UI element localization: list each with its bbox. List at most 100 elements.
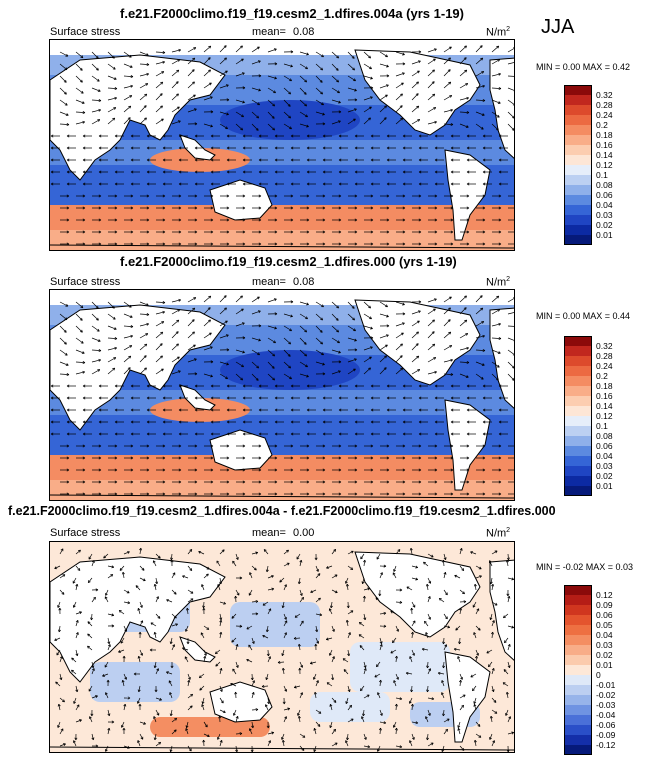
stress-vector-head	[235, 716, 239, 719]
stress-vector-head	[225, 126, 228, 130]
stress-vector-head	[378, 593, 382, 597]
stress-vector-head	[250, 677, 254, 681]
stress-vector-head	[353, 78, 356, 82]
stress-vector-head	[402, 52, 405, 56]
stress-vector-head	[481, 363, 485, 366]
stress-vector-head	[402, 182, 406, 186]
stress-vector-head	[300, 620, 304, 624]
stress-vector-head	[448, 46, 452, 50]
stress-vector-head	[54, 566, 58, 570]
stress-vector-head	[178, 432, 182, 436]
stress-vector-head	[482, 396, 486, 400]
stress-vector-head	[290, 444, 294, 448]
stress-vector-head	[338, 230, 342, 234]
stress-vector	[187, 81, 195, 89]
stress-vector-head	[322, 206, 326, 210]
stress-vector	[379, 612, 386, 615]
stress-vector-head	[64, 317, 68, 321]
stress-vector-head	[442, 665, 446, 669]
stress-vector	[231, 613, 237, 619]
stress-vector	[91, 337, 101, 342]
stress-vector-head	[175, 623, 178, 627]
stress-vector	[438, 672, 445, 675]
stress-vector-head	[473, 701, 477, 704]
stress-vector-head	[298, 667, 302, 671]
stress-vector-head	[402, 408, 406, 412]
stress-vector	[299, 313, 308, 320]
stress-vector-head	[462, 591, 465, 595]
stress-vector-head	[95, 695, 98, 698]
colorbar-cell	[564, 635, 592, 645]
stress-vector-head	[274, 230, 278, 234]
stress-vector-head	[401, 72, 405, 76]
stress-vector-head	[434, 120, 437, 124]
colorbar-tick-label: 0.1	[596, 421, 608, 431]
stress-vector-head	[511, 377, 514, 381]
stress-vector-head	[418, 408, 422, 412]
stress-vector	[215, 649, 221, 655]
stress-vector-head	[399, 105, 403, 109]
stress-vector-head	[431, 697, 435, 701]
stress-vector	[171, 613, 177, 619]
stress-vector-head	[361, 716, 364, 719]
stress-vector	[411, 70, 420, 77]
stress-vector-head	[82, 242, 86, 246]
stress-vector-head	[193, 47, 197, 50]
stress-vector-head	[503, 669, 507, 673]
stress-vector-head	[482, 384, 486, 388]
stress-vector-head	[448, 307, 451, 311]
stress-vector-head	[210, 432, 214, 436]
stress-vector	[283, 584, 287, 591]
stress-vector	[262, 635, 269, 639]
stress-vector-head	[288, 341, 292, 345]
stress-vector-head	[112, 66, 116, 70]
stress-vector-head	[399, 588, 403, 592]
stress-vector-head	[160, 355, 163, 359]
stress-vector-head	[50, 182, 54, 186]
stress-vector-head	[434, 182, 438, 186]
stress-vector-head	[386, 158, 390, 162]
stress-vector-head	[322, 170, 326, 174]
stress-vector-head	[189, 549, 193, 552]
stress-vector	[138, 685, 141, 692]
stress-vector-head	[210, 218, 214, 222]
stress-vector-head	[88, 688, 92, 692]
stress-vector	[411, 649, 415, 656]
stress-vector-head	[274, 408, 278, 412]
stress-vector-head	[79, 611, 82, 615]
stress-vector-head	[362, 595, 366, 599]
stress-vector-head	[394, 703, 398, 707]
stress-vector	[347, 51, 355, 59]
stress-vector	[59, 656, 63, 663]
diff-patch	[90, 662, 180, 702]
stress-vector	[219, 320, 228, 327]
stress-vector	[59, 361, 69, 366]
stress-vector	[123, 589, 130, 594]
stress-vector-head	[443, 557, 447, 561]
stress-vector-head	[98, 349, 102, 353]
stress-vector-head	[290, 50, 294, 54]
stress-vector	[427, 343, 436, 351]
colorbar-tick-label: -0.01	[596, 680, 616, 690]
stress-vector-head	[205, 573, 209, 577]
stress-vector	[395, 117, 404, 125]
stress-vector	[443, 644, 447, 651]
stress-vector-head	[465, 375, 469, 378]
stress-vector-head	[178, 456, 182, 460]
stress-vector-head	[417, 60, 421, 64]
stress-vector-head	[338, 134, 342, 138]
stress-vector-head	[354, 230, 358, 234]
stress-vector	[139, 367, 147, 375]
stress-vector	[443, 572, 446, 579]
stress-vector	[299, 87, 307, 95]
stress-vector	[171, 93, 179, 101]
stress-vector-head	[370, 444, 374, 448]
stress-vector-head	[402, 384, 406, 388]
stress-vector	[123, 75, 134, 78]
stress-vector	[313, 745, 317, 752]
stress-vector	[299, 123, 309, 127]
colorbar-cell	[564, 426, 592, 436]
stress-vector	[294, 685, 301, 688]
stress-vector	[315, 87, 323, 95]
stress-vector-head	[466, 456, 470, 460]
